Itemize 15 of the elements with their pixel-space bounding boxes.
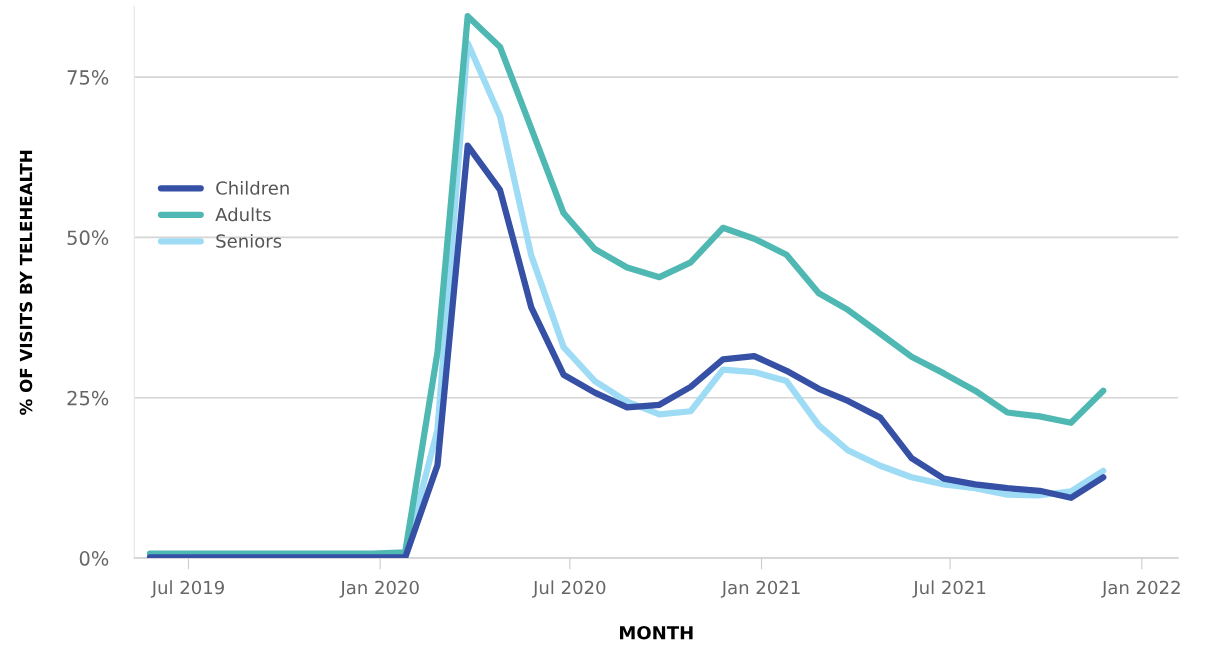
x-tick-label: Jan 2021 (720, 580, 800, 598)
y-tick-label: 75% (67, 70, 109, 85)
x-tick-label: Jan 2022 (1101, 580, 1180, 598)
x-tick-label: Jul 2019 (150, 580, 224, 598)
legend-label: Adults (215, 207, 271, 222)
legend-label: Children (216, 180, 289, 195)
x-tick-label: Jan 2020 (339, 580, 419, 598)
y-tick-label: 50% (67, 230, 109, 246)
x-tick-label: Jul 2020 (532, 580, 606, 598)
y-axis-title: % OF VISITS BY TELEHEALTH (19, 150, 33, 415)
x-tick-label: Jul 2021 (912, 580, 986, 598)
y-tick-label: 25% (67, 390, 109, 406)
x-axis-title: MONTH (620, 625, 693, 640)
y-tick-label: 0% (79, 551, 109, 566)
legend-label: Seniors (216, 233, 282, 248)
